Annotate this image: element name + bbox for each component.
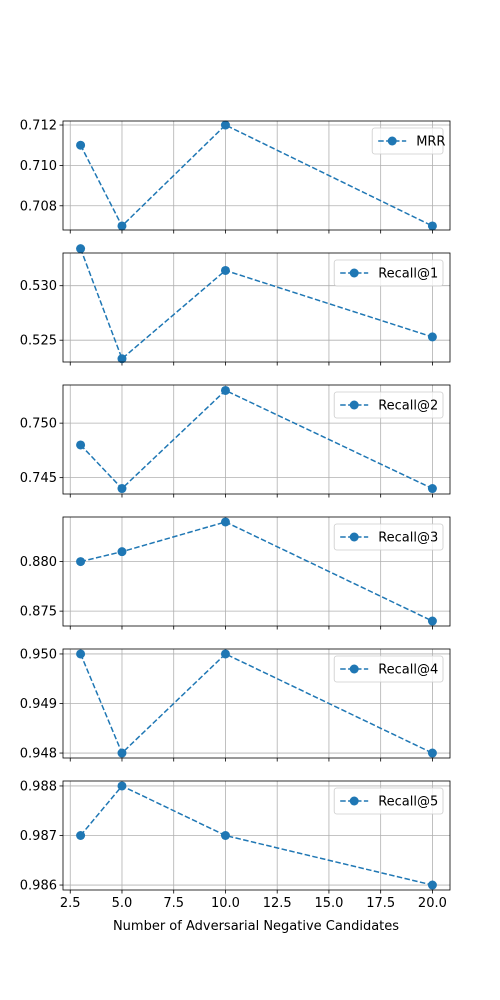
axes-frame [62, 384, 451, 495]
y-tick-label: 0.875 [20, 605, 57, 620]
legend-box [333, 259, 444, 287]
data-point [76, 244, 86, 254]
data-point [76, 831, 86, 840]
data-point [220, 385, 230, 395]
legend-mrr: MRR [371, 127, 445, 155]
x-tick-label: 20.0 [418, 896, 447, 911]
data-point [117, 221, 127, 231]
legend-label: Recall@4 [378, 663, 438, 678]
legend-label: Recall@3 [378, 531, 438, 546]
series-line-recall-3 [80, 521, 433, 622]
legend-label: MRR [416, 135, 445, 150]
legend-marker [349, 532, 359, 542]
data-point [427, 221, 437, 231]
data-point [427, 616, 437, 626]
legend-label: Recall@2 [378, 399, 438, 414]
data-point [117, 781, 127, 791]
series-line-recall-4 [79, 653, 433, 755]
y-tick-label: 0.530 [20, 279, 57, 294]
axes-frame [62, 780, 451, 891]
legend-recall-1: Recall@1 [333, 259, 444, 287]
data-point [220, 517, 230, 527]
data-point [220, 120, 230, 130]
data-point [76, 440, 86, 450]
x-axis-label: Number of Adversarial Negative Candidate… [113, 919, 399, 934]
legend-marker [349, 268, 359, 278]
y-tick-label: 0.988 [20, 779, 57, 794]
axes-frame [62, 516, 451, 627]
legend-marker [349, 664, 359, 674]
legend-marker [349, 400, 359, 410]
y-tick-label: 0.880 [20, 555, 57, 570]
x-tick-label: 15.0 [314, 896, 343, 911]
x-tick-label: 7.5 [163, 896, 184, 911]
data-point [76, 140, 86, 150]
subplot-recall-4: 0.948 0.949 0.950 Recall@4 [20, 647, 451, 762]
data-point [76, 557, 86, 567]
axes-frame [62, 120, 451, 231]
legend-label: Recall@5 [378, 795, 438, 810]
x-tick-label: 2.5 [60, 896, 81, 911]
subplot-mrr: 0.708 0.710 0.712 MRR [20, 119, 451, 234]
legend-recall-2: Recall@2 [333, 391, 444, 419]
data-point [117, 748, 127, 758]
x-tick-label: 5.0 [112, 896, 133, 911]
series-line-recall-5 [80, 785, 433, 886]
data-point [427, 484, 437, 494]
data-point [220, 831, 230, 840]
y-tick-label: 0.750 [20, 417, 57, 432]
data-point [427, 748, 437, 758]
legend-box [333, 391, 444, 419]
legend-box [333, 523, 444, 551]
data-point [117, 484, 127, 494]
data-point [220, 649, 230, 659]
y-tick-label: 0.948 [20, 747, 57, 762]
y-tick-label: 0.950 [20, 647, 57, 662]
series-line-recall-2 [80, 389, 433, 490]
legend-recall-3: Recall@3 [333, 523, 444, 551]
series-line-mrr [79, 124, 433, 228]
series-line-recall-1 [79, 248, 433, 360]
legend-box [333, 787, 444, 815]
y-tick-label: 0.712 [20, 119, 57, 134]
data-point [220, 265, 230, 275]
axes-frame [62, 252, 451, 363]
subplot-recall-1: 0.525 0.530 Recall@1 [20, 244, 451, 366]
axes-frame [62, 648, 451, 759]
y-tick-label: 0.710 [20, 159, 57, 174]
legend-recall-4: Recall@4 [333, 655, 444, 683]
data-point [427, 332, 437, 342]
y-tick-label: 0.708 [20, 199, 57, 214]
x-tick-label: 10.0 [211, 896, 240, 911]
y-tick-label: 0.987 [20, 829, 57, 844]
legend-box [371, 127, 444, 155]
y-tick-label: 0.949 [20, 697, 57, 712]
data-point [117, 354, 127, 364]
y-tick-label: 0.525 [20, 334, 57, 349]
subplot-recall-5: 2.5 5.0 7.5 10.0 12.5 15.0 17.5 20.0 0.986 0.987 0… [20, 779, 451, 911]
data-point [76, 649, 86, 659]
y-tick-label: 0.745 [20, 471, 57, 486]
legend-marker [387, 136, 397, 146]
x-tick-label: 17.5 [366, 896, 395, 911]
subplot-recall-2: 0.745 0.750 Recall@2 [20, 384, 451, 498]
subplot-recall-3: 0.875 0.880 Recall@3 [20, 516, 451, 630]
data-point [117, 547, 127, 557]
y-tick-label: 0.986 [20, 879, 57, 894]
legend-marker [349, 796, 359, 806]
legend-label: Recall@1 [378, 267, 438, 282]
legend-box [333, 655, 444, 683]
legend-recall-5: Recall@5 [333, 787, 444, 815]
x-tick-label: 12.5 [263, 896, 292, 911]
data-point [427, 880, 437, 890]
